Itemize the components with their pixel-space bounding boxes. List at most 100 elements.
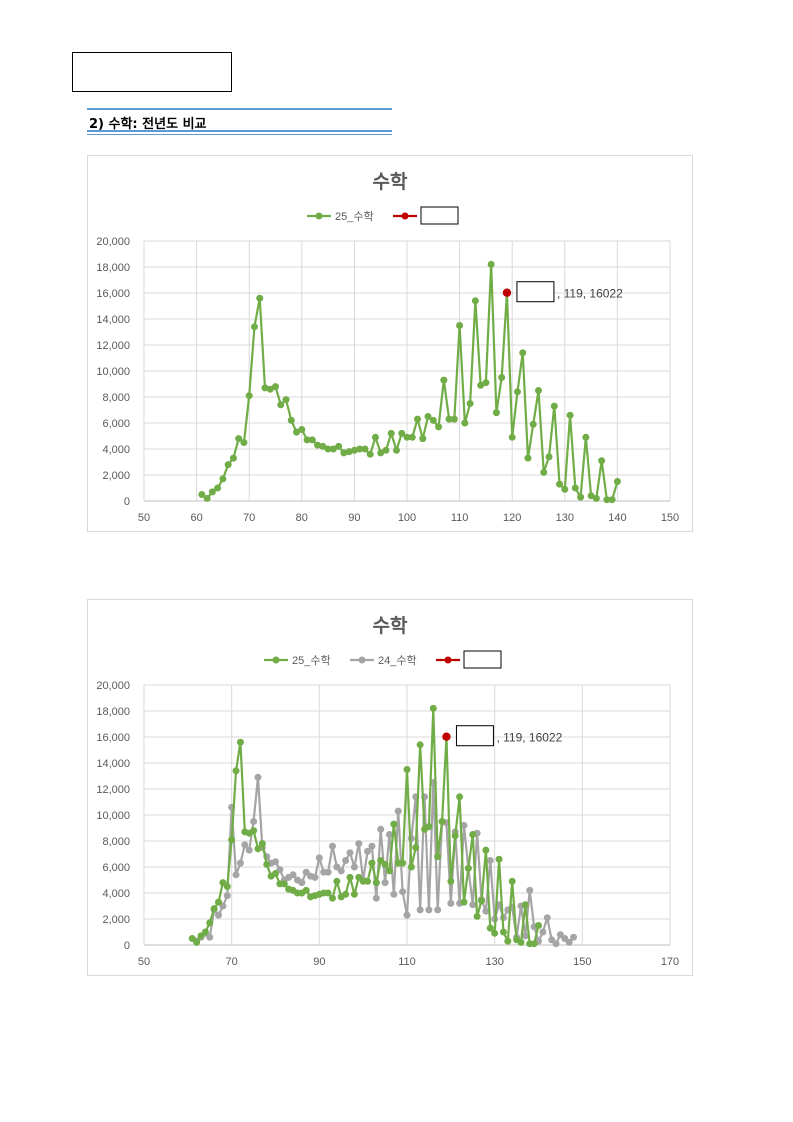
data-point [303, 436, 311, 444]
data-point [203, 494, 211, 502]
data-point [245, 392, 253, 400]
data-point [482, 379, 490, 387]
data-point [368, 859, 376, 867]
data-point [298, 879, 306, 887]
legend-label: 25_수학 [292, 654, 331, 667]
data-point [592, 494, 600, 502]
data-point [486, 857, 494, 864]
y-tick-label: 6,000 [102, 418, 130, 430]
data-point [530, 940, 538, 948]
data-point [232, 871, 240, 879]
data-point [456, 793, 464, 801]
data-point [425, 823, 433, 831]
data-point [385, 831, 393, 838]
data-point [355, 840, 363, 848]
data-point [261, 384, 269, 392]
data-point [451, 832, 459, 840]
data-point [424, 413, 432, 420]
data-point [282, 396, 290, 404]
data-point [392, 446, 400, 454]
data-point [361, 445, 369, 453]
data-point [539, 928, 547, 936]
data-point [613, 478, 621, 485]
data-point [324, 445, 332, 453]
data-point [311, 873, 319, 881]
data-point [377, 825, 385, 833]
data-point [403, 911, 411, 919]
data-point [210, 905, 218, 913]
annotation-label: , 119, 16022 [557, 287, 623, 301]
data-point [302, 886, 310, 894]
y-tick-label: 12,000 [96, 784, 130, 796]
y-tick-label: 16,000 [96, 732, 130, 744]
data-point [403, 433, 411, 441]
data-point [289, 871, 297, 879]
data-point [399, 859, 407, 867]
data-point [425, 906, 433, 914]
annotation-redacted-box [455, 725, 494, 747]
data-point [324, 868, 332, 876]
data-point [482, 846, 490, 854]
data-point [350, 890, 358, 898]
data-point [466, 400, 474, 407]
annotation-redacted-box [516, 281, 555, 303]
data-point [502, 288, 512, 297]
data-point [266, 385, 274, 393]
data-point [508, 877, 516, 885]
data-point [345, 448, 353, 456]
data-point [565, 938, 573, 946]
x-tick-label: 100 [398, 512, 416, 524]
data-point [364, 847, 372, 855]
data-point [328, 894, 336, 902]
x-tick-label: 70 [243, 512, 255, 524]
data-point [335, 442, 343, 450]
data-point [416, 906, 424, 914]
data-point [254, 773, 262, 781]
x-tick-label: 70 [226, 956, 238, 968]
data-point [577, 493, 585, 501]
data-point [385, 867, 393, 875]
data-point [492, 409, 500, 417]
y-tick-label: 6,000 [102, 862, 130, 874]
legend-label: 25_수학 [335, 210, 374, 223]
x-tick-label: 150 [661, 512, 679, 524]
data-point [250, 323, 258, 331]
data-point [513, 388, 521, 396]
data-point [495, 855, 503, 863]
data-point [491, 929, 499, 937]
data-point [508, 433, 516, 441]
chart-title: 수학 [373, 615, 408, 637]
data-point [346, 873, 354, 881]
data-point [434, 853, 442, 861]
data-point [298, 426, 306, 433]
heading-rule-bottom-double [87, 133, 392, 135]
data-point [371, 433, 379, 441]
data-point [535, 387, 542, 394]
data-point [407, 863, 415, 871]
data-point [340, 449, 348, 457]
x-tick-label: 50 [138, 512, 150, 524]
data-point [447, 899, 455, 907]
data-point [394, 807, 402, 815]
y-tick-label: 4,000 [102, 888, 130, 900]
x-tick-label: 130 [485, 956, 503, 968]
data-point [477, 381, 485, 389]
chart-1-svg: 수학 0 2,000 4,000 6,000 8,000 10,000 12,000 14,00… [96, 171, 679, 524]
x-tick-label: 110 [451, 512, 469, 524]
data-point [372, 879, 380, 887]
data-point [473, 912, 481, 920]
y-tick-label: 0 [124, 940, 130, 952]
data-point [403, 766, 411, 773]
chart-2-svg: 수학 0 2,000 4,000 6,000 8,000 10,000 12,000 14,00… [96, 615, 679, 968]
data-point [390, 890, 398, 898]
data-point [240, 439, 248, 446]
data-point [524, 454, 532, 462]
data-point [440, 376, 448, 384]
data-point [487, 260, 495, 268]
data-point [232, 767, 240, 775]
data-point [224, 461, 232, 469]
data-point [198, 491, 206, 498]
data-point [504, 937, 512, 945]
data-point [245, 846, 253, 854]
heading-rule-top [87, 108, 392, 110]
